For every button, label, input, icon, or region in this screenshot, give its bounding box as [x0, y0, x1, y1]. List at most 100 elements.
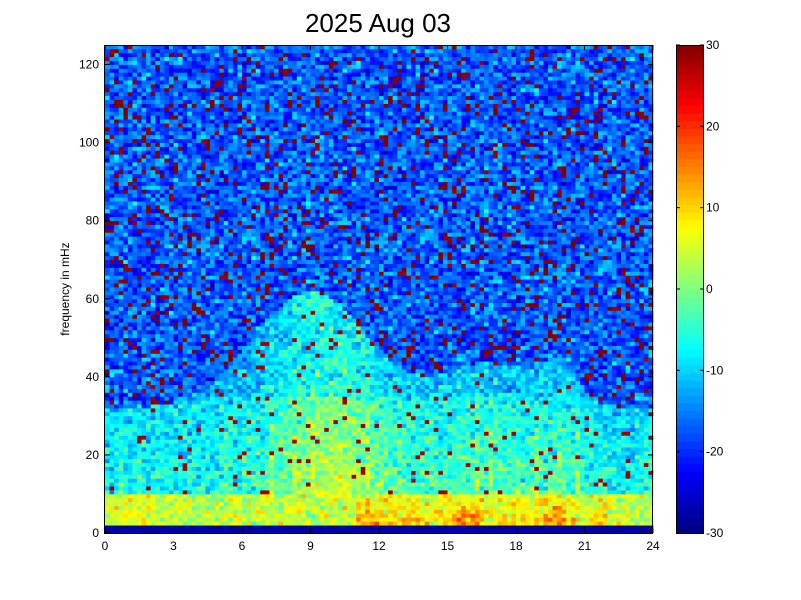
heatmap-cell: [200, 517, 206, 522]
heatmap-cell: [168, 95, 174, 100]
heatmap-cell: [109, 205, 115, 210]
heatmap-cell: [237, 212, 243, 218]
heatmap-cell: [255, 486, 261, 491]
heatmap-cell: [105, 267, 110, 272]
heatmap-cell: [237, 396, 243, 401]
heatmap-cell: [159, 142, 165, 147]
heatmap-cell: [109, 427, 115, 432]
heatmap-cell: [155, 294, 161, 300]
heatmap-cell: [278, 103, 284, 108]
heatmap-cell: [210, 497, 215, 503]
heatmap-cell: [132, 454, 138, 460]
heatmap-cell: [146, 392, 152, 397]
heatmap-cell: [260, 478, 266, 483]
heatmap-cell: [173, 271, 179, 276]
heatmap-cell: [191, 287, 197, 292]
heatmap-cell: [187, 361, 193, 366]
heatmap-cell: [237, 505, 243, 510]
heatmap-cell: [132, 513, 138, 518]
heatmap-cell: [283, 290, 289, 296]
heatmap-cell: [136, 302, 142, 307]
heatmap-cell: [251, 177, 257, 182]
heatmap-cell: [264, 411, 270, 417]
heatmap-cell: [123, 201, 129, 206]
heatmap-cell: [232, 162, 238, 167]
heatmap-cell: [109, 470, 115, 475]
heatmap-cell: [210, 384, 215, 389]
heatmap-cell: [219, 271, 225, 276]
heatmap-cell: [283, 91, 289, 97]
heatmap-cell: [223, 423, 229, 428]
heatmap-cell: [264, 45, 270, 50]
heatmap-cell: [251, 173, 257, 179]
heatmap-cell: [278, 443, 284, 448]
heatmap-cell: [214, 454, 220, 460]
heatmap-cell: [168, 72, 174, 77]
heatmap-cell: [219, 310, 225, 315]
heatmap-cell: [205, 509, 211, 514]
heatmap-cell: [237, 228, 243, 233]
heatmap-cell: [114, 462, 120, 467]
heatmap-cell: [232, 236, 238, 241]
heatmap-cell: [219, 306, 225, 311]
heatmap-cell: [168, 193, 174, 198]
heatmap-cell: [164, 255, 170, 261]
heatmap-cell: [105, 411, 110, 417]
heatmap-cell: [178, 99, 183, 104]
heatmap-cell: [196, 443, 202, 448]
heatmap-cell: [264, 154, 270, 159]
heatmap-cell: [168, 68, 174, 73]
heatmap-cell: [269, 275, 275, 280]
heatmap-cell: [155, 501, 161, 507]
heatmap-cell: [187, 411, 193, 417]
heatmap-cell: [219, 95, 225, 100]
heatmap-cell: [246, 45, 252, 50]
heatmap-cell: [164, 154, 170, 159]
heatmap-cell: [132, 333, 138, 339]
heatmap-cell: [155, 380, 161, 385]
heatmap-cell: [178, 271, 183, 276]
heatmap-cell: [283, 216, 289, 222]
heatmap-cell: [168, 482, 174, 487]
heatmap-cell: [228, 521, 234, 526]
heatmap-cell: [155, 490, 161, 495]
heatmap-cell: [210, 353, 215, 358]
heatmap-cell: [159, 95, 165, 100]
heatmap-cell: [191, 419, 197, 425]
heatmap-cell: [127, 408, 133, 413]
heatmap-cell: [278, 228, 284, 233]
heatmap-cell: [178, 415, 183, 421]
heatmap-cell: [242, 478, 247, 483]
heatmap-cell: [278, 497, 284, 503]
heatmap-cell: [251, 45, 257, 50]
heatmap-cell: [205, 392, 211, 397]
heatmap-cell: [127, 521, 133, 526]
heatmap-cell: [242, 259, 247, 264]
heatmap-cell: [223, 326, 229, 331]
heatmap-cell: [114, 474, 120, 479]
heatmap-cell: [228, 365, 234, 370]
heatmap-cell: [205, 166, 211, 171]
heatmap-cell: [114, 365, 120, 370]
heatmap-cell: [269, 435, 275, 440]
heatmap-cell: [269, 91, 275, 97]
heatmap-cell: [283, 201, 289, 206]
heatmap-cell: [136, 353, 142, 358]
heatmap-cell: [146, 376, 152, 382]
heatmap-cell: [164, 423, 170, 428]
heatmap-cell: [200, 521, 206, 526]
heatmap-cell: [260, 45, 266, 50]
heatmap-cell: [127, 60, 133, 65]
heatmap-cell: [141, 454, 147, 460]
heatmap-cell: [168, 509, 174, 514]
heatmap-cell: [182, 248, 188, 253]
heatmap-cell: [136, 310, 142, 315]
heatmap-cell: [191, 290, 197, 296]
heatmap-cell: [109, 76, 115, 81]
heatmap-cell: [255, 505, 261, 510]
heatmap-cell: [273, 181, 279, 186]
heatmap-cell: [237, 84, 243, 89]
heatmap-cell: [251, 470, 257, 475]
heatmap-cell: [246, 439, 252, 444]
heatmap-cell: [168, 45, 174, 50]
